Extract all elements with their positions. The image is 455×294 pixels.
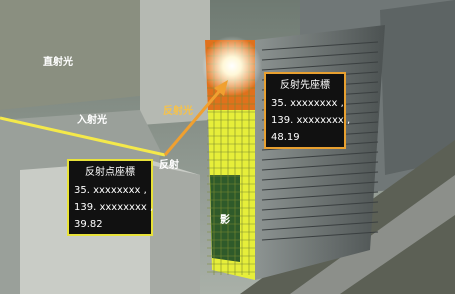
box-title: 反射点座標 (85, 165, 135, 178)
box-line: 39.82 (74, 219, 103, 230)
box-title: 反射先座標 (280, 78, 330, 91)
label: 入射光 (77, 113, 107, 126)
box-line: 35. xxxxxxxx , (74, 185, 147, 196)
label: 直射光 (43, 55, 73, 68)
building (150, 165, 200, 294)
label: 影 (220, 214, 230, 226)
label: 反射 (159, 158, 179, 171)
building (0, 0, 150, 110)
box-line: 139. xxxxxxxx , (74, 202, 153, 213)
box-line: 35. xxxxxxxx , (271, 98, 344, 109)
box-line: 48.19 (271, 132, 300, 143)
label: 反射光 (163, 104, 193, 117)
scene: 直射光 入射光 反射光 反射 影 反射点座標 35. xxxxxxxx , 13… (0, 0, 455, 294)
box-line: 139. xxxxxxxx , (271, 115, 350, 126)
sun-glare (202, 36, 262, 96)
